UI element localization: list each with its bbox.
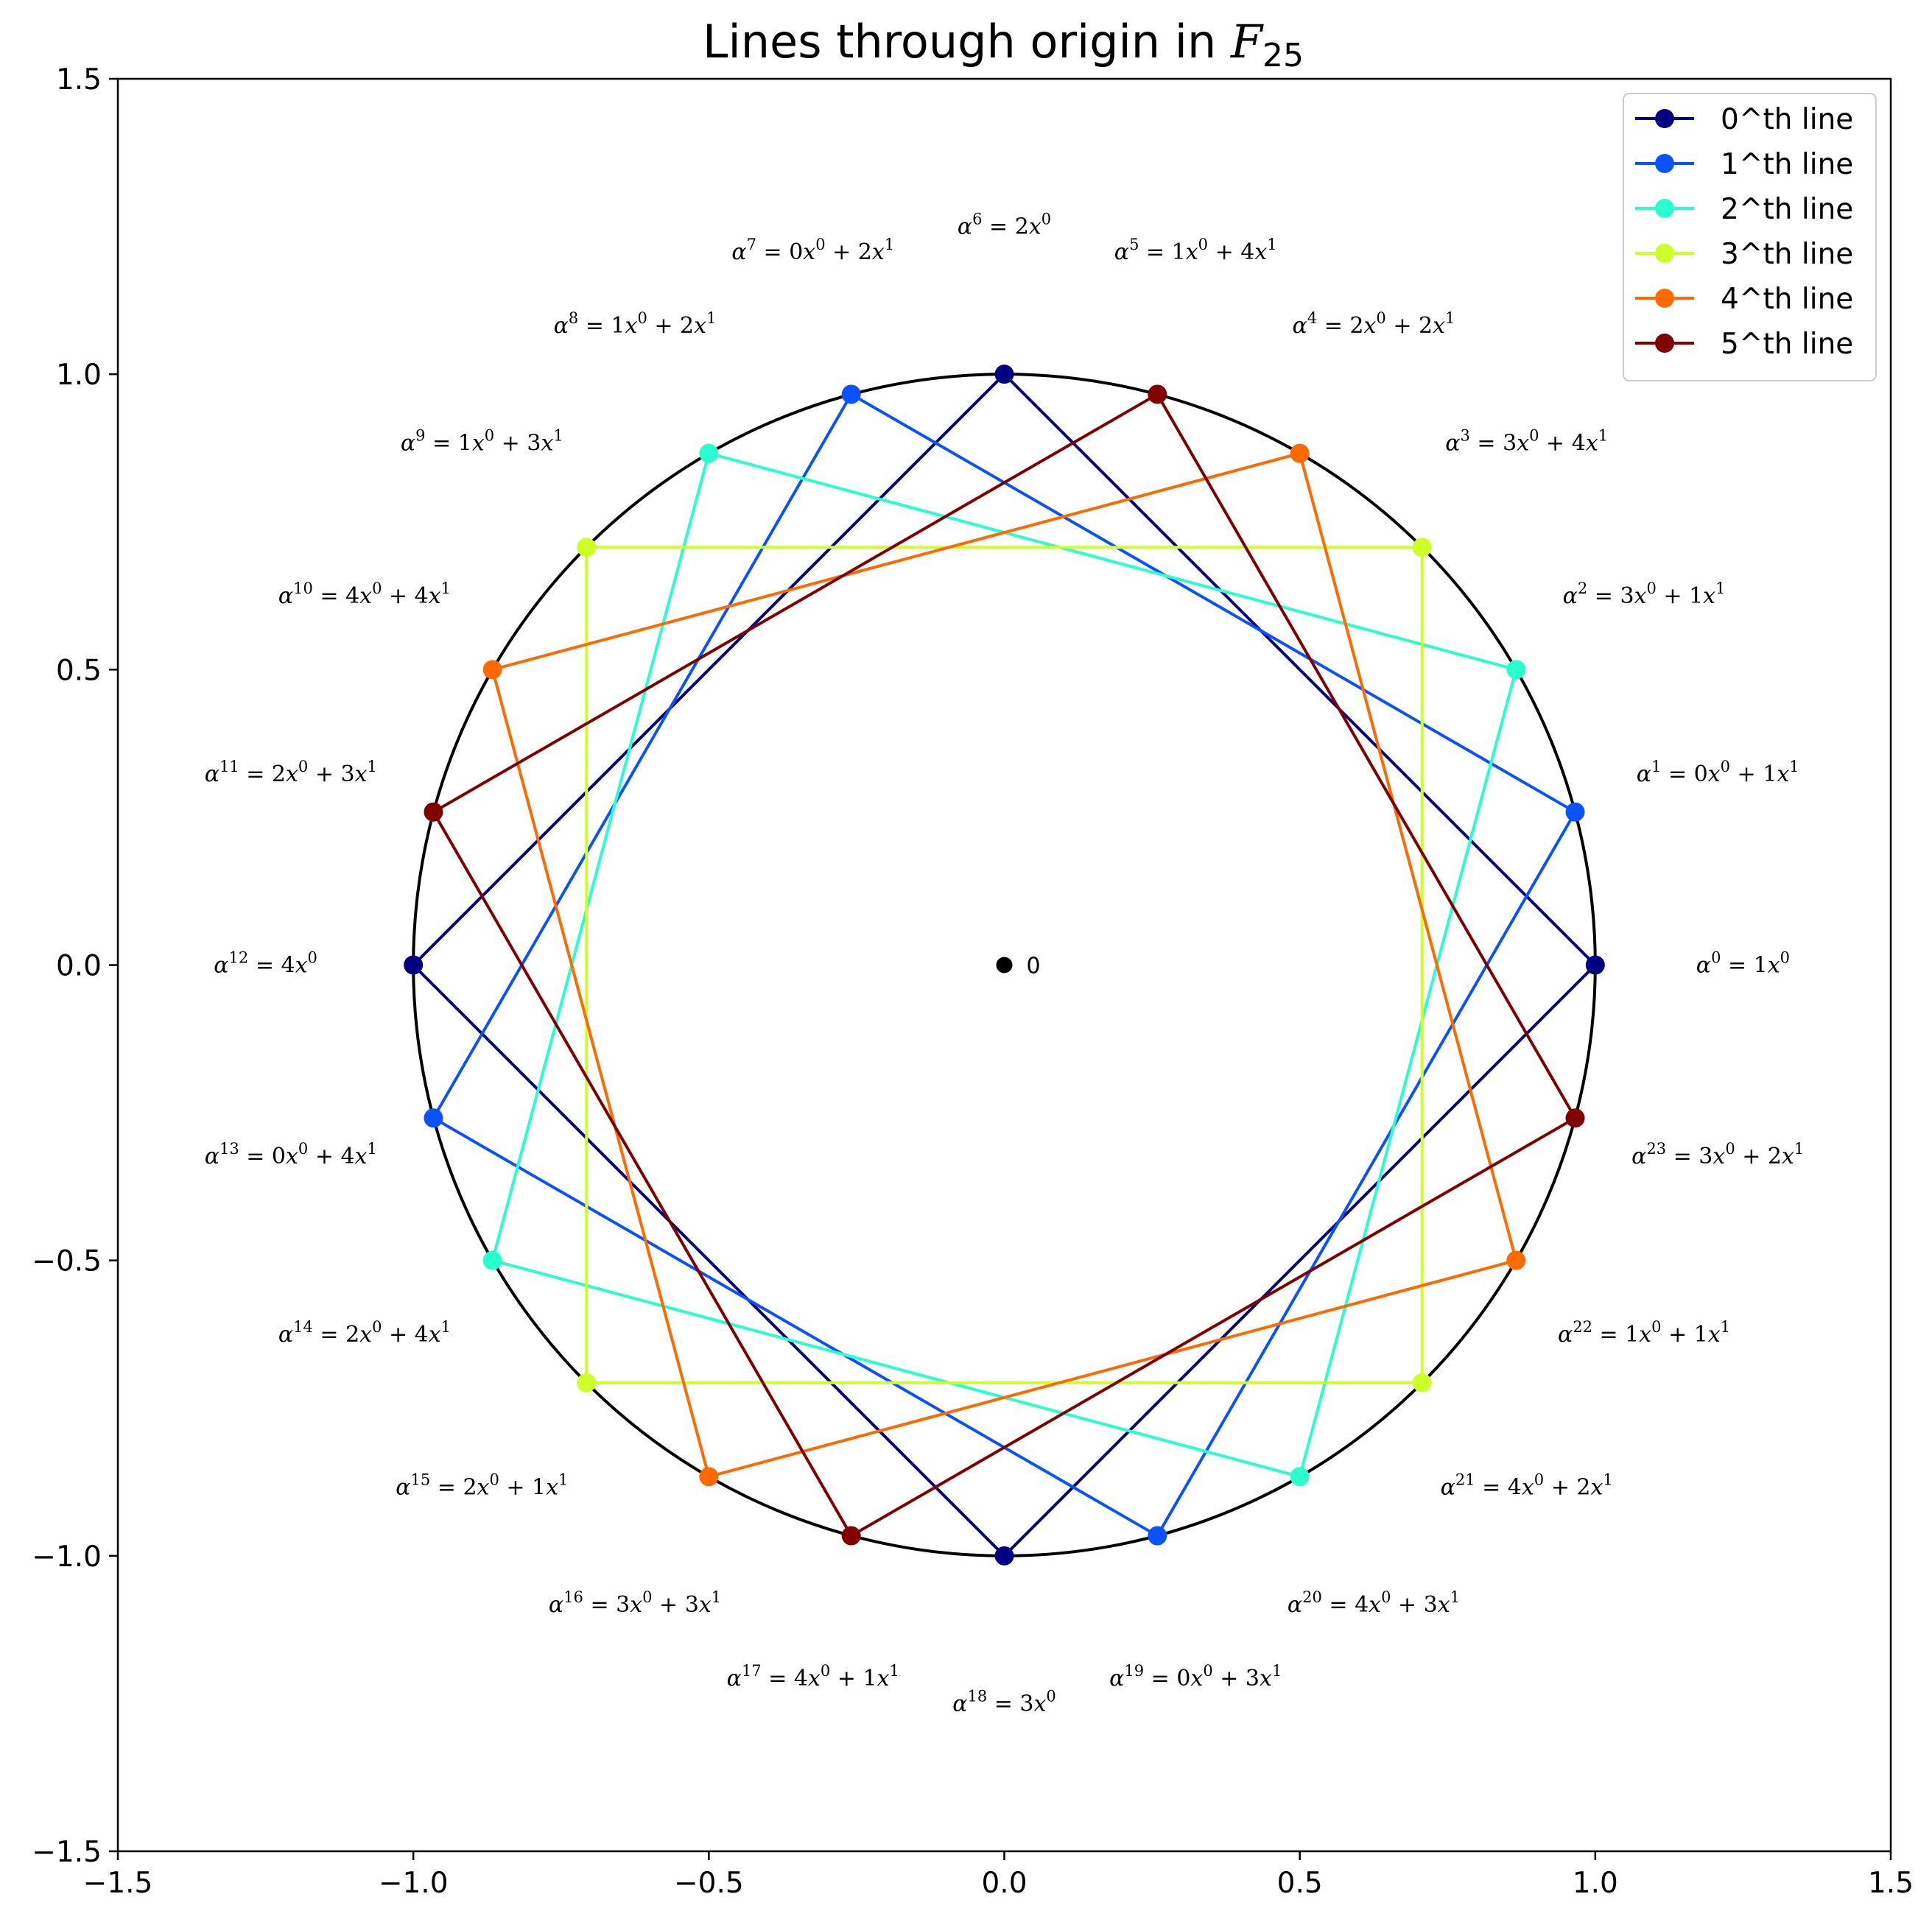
power-label: α14 = 2x0 + 4x1: [278, 1318, 451, 1348]
power-label: α2 = 3x0 + 1x1: [1563, 580, 1726, 609]
data-point: [1585, 955, 1605, 975]
data-point: [1412, 1373, 1432, 1392]
data-point: [1148, 1526, 1167, 1546]
legend-swatch-marker: [1655, 154, 1674, 173]
legend-box: [1623, 93, 1877, 381]
data-point: [424, 1108, 443, 1128]
x-tick-label: 0.0: [981, 1867, 1027, 1900]
data-point: [404, 955, 424, 975]
legend-swatch-marker: [1655, 244, 1674, 263]
x-tick-label: 1.0: [1573, 1867, 1618, 1900]
power-label: α9 = 1x0 + 3x1: [401, 426, 563, 456]
axis-ticks: −1.5 −1.0 −0.5 0.0 0.5 1.0 1.5 1.5 1.0 0.5 0.0 −0.5…: [32, 63, 1914, 1900]
legend-label: 0^th line: [1721, 103, 1853, 136]
power-label: α8 = 1x0 + 2x1: [554, 309, 717, 339]
power-label: α0 = 1x0: [1696, 949, 1790, 979]
data-point: [699, 1467, 719, 1487]
y-tick-label: 0.5: [56, 654, 102, 687]
power-label: α18 = 3x0: [952, 1687, 1056, 1716]
power-label: α6 = 2x0: [958, 211, 1051, 240]
power-label: α12 = 4x0: [214, 949, 317, 979]
power-label: α3 = 3x0 + 4x1: [1445, 426, 1608, 456]
series-3: [577, 538, 1432, 1392]
legend-swatch-marker: [1655, 289, 1674, 308]
data-point: [994, 1546, 1014, 1566]
series-4: [482, 443, 1526, 1487]
data-point: [994, 365, 1014, 384]
series-5: [424, 384, 1585, 1546]
legend-entry: 5^th line: [1635, 328, 1853, 361]
data-point: [424, 802, 443, 822]
power-label: α5 = 1x0 + 4x1: [1114, 236, 1277, 265]
power-label: α1 = 0x0 + 1x1: [1637, 758, 1799, 787]
power-label: α10 = 4x0 + 4x1: [278, 580, 451, 609]
x-tick-label: −0.5: [674, 1867, 744, 1900]
legend: 0^th line 1^th line 2^th line 3^th line 4^th…: [1623, 93, 1877, 381]
series-1: [424, 384, 1585, 1546]
x-tick-label: 0.5: [1277, 1867, 1323, 1900]
power-label: α11 = 2x0 + 3x1: [205, 758, 377, 787]
y-tick-label: 0.0: [56, 950, 102, 983]
origin-label: 0: [1027, 954, 1041, 979]
legend-entry: 3^th line: [1635, 238, 1853, 271]
power-label: α4 = 2x0 + 2x1: [1293, 309, 1455, 339]
legend-entry: 0^th line: [1635, 103, 1853, 136]
series-0: [404, 365, 1605, 1566]
data-point: [699, 443, 719, 463]
data-point: [482, 660, 502, 680]
origin-point: [996, 957, 1013, 973]
data-point: [1565, 802, 1585, 822]
power-label: α7 = 0x0 + 2x1: [731, 236, 894, 265]
power-label: α19 = 0x0 + 3x1: [1109, 1662, 1282, 1691]
legend-label: 4^th line: [1721, 283, 1853, 316]
x-tick-label: −1.0: [379, 1867, 449, 1900]
data-point: [1506, 660, 1526, 680]
y-tick-label: 1.5: [56, 63, 102, 96]
y-tick-label: −1.5: [32, 1836, 102, 1869]
legend-entry: 4^th line: [1635, 283, 1853, 316]
legend-swatch-marker: [1655, 199, 1674, 218]
power-label: α20 = 4x0 + 3x1: [1288, 1588, 1460, 1618]
plot-area: 0 α0 = 1x0 α1 = 0x0 + 1x1 α2 = 3x0 + 1x1 α3 …: [205, 211, 1805, 1717]
data-point: [841, 1526, 861, 1546]
data-point: [1565, 1108, 1585, 1128]
legend-entry: 1^th line: [1635, 148, 1853, 181]
data-point: [577, 1373, 597, 1392]
chart-title: Lines through origin in F25: [703, 15, 1304, 74]
power-label: α21 = 4x0 + 2x1: [1441, 1471, 1613, 1501]
power-label: α23 = 3x0 + 2x1: [1631, 1140, 1804, 1169]
legend-swatch-marker: [1655, 334, 1674, 353]
legend-entry: 2^th line: [1635, 193, 1853, 226]
y-tick-label: 1.0: [56, 359, 102, 392]
power-label: α22 = 1x0 + 1x1: [1558, 1318, 1730, 1348]
legend-label: 2^th line: [1721, 193, 1853, 226]
power-label: α17 = 4x0 + 1x1: [727, 1662, 899, 1691]
data-point: [1290, 443, 1310, 463]
data-point: [1506, 1250, 1526, 1270]
legend-label: 5^th line: [1721, 328, 1853, 361]
series-2: [482, 443, 1526, 1487]
data-point: [482, 1250, 502, 1270]
data-point: [577, 538, 597, 557]
x-tick-label: −1.5: [83, 1867, 153, 1900]
power-label: α13 = 0x0 + 4x1: [205, 1140, 377, 1169]
legend-swatch-marker: [1655, 109, 1674, 128]
y-tick-label: −1.0: [32, 1541, 102, 1574]
data-point: [841, 384, 861, 404]
legend-label: 1^th line: [1721, 148, 1853, 181]
data-point: [1148, 384, 1167, 404]
data-point: [1290, 1467, 1310, 1487]
power-label: α16 = 3x0 + 3x1: [549, 1588, 721, 1618]
y-tick-label: −0.5: [32, 1245, 102, 1278]
power-label: α15 = 2x0 + 1x1: [396, 1471, 568, 1501]
legend-label: 3^th line: [1721, 238, 1853, 271]
x-tick-label: 1.5: [1868, 1867, 1914, 1900]
data-point: [1412, 538, 1432, 557]
